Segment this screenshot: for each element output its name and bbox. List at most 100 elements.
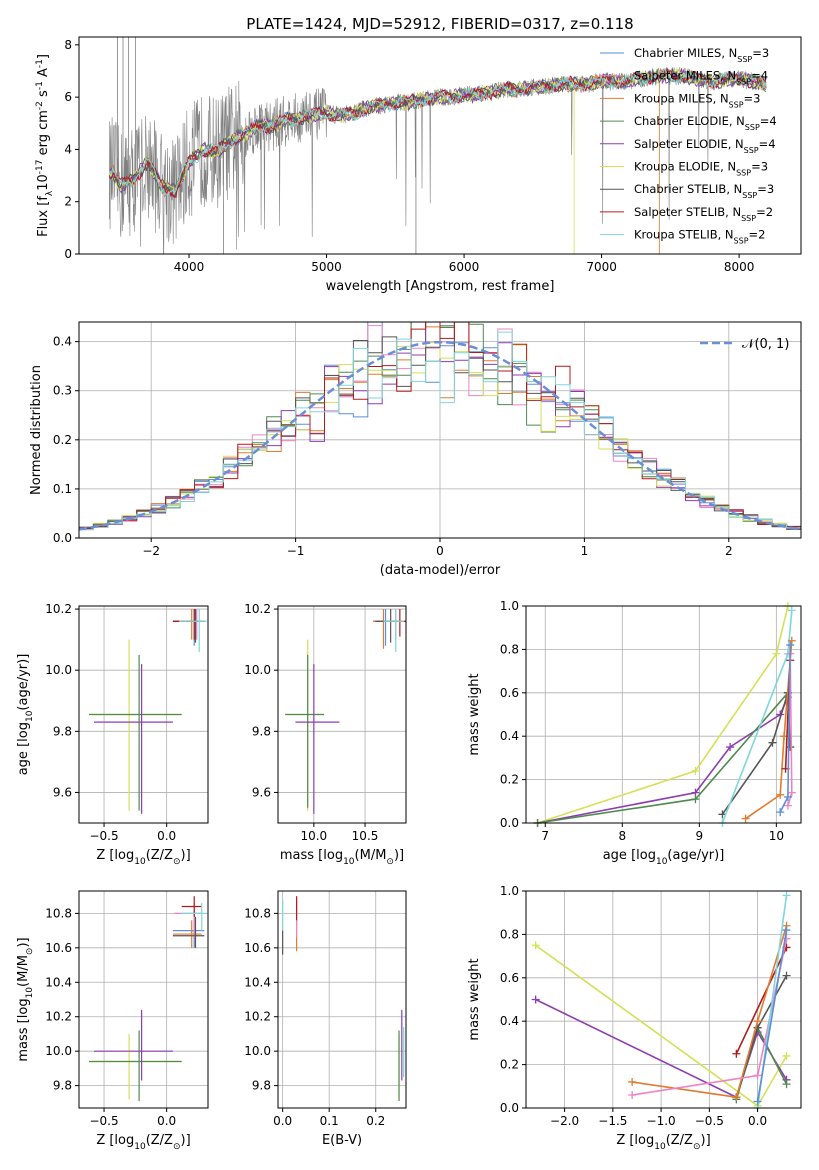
axes-frame <box>525 890 802 1109</box>
x-tick-label: 5000 <box>311 260 342 274</box>
x-tick-label: 0.0 <box>273 1114 292 1128</box>
axes-frame <box>277 605 407 824</box>
model-line-salpeter-stelib <box>108 66 767 199</box>
series-marker <box>753 1071 762 1080</box>
series-marker <box>691 766 700 775</box>
point-salpeter-miles <box>174 903 202 938</box>
series-marker <box>786 641 795 650</box>
y-tick-label: 0.4 <box>500 729 519 743</box>
point-kroupa-miles <box>172 920 202 948</box>
y-axis-label: age [log10(age/yr)] <box>16 654 35 776</box>
y-tick-label: 10.4 <box>244 975 271 989</box>
y-tick-label: 0.2 <box>500 1058 519 1072</box>
panel-mass-vs-EBV: 0.0 0.1 0.2 9.8 10.0 10.2 10.4 10.6 10.8 E(B-V) <box>244 890 407 1148</box>
y-tick-label: 10.6 <box>244 941 271 955</box>
series-marker <box>753 1017 762 1026</box>
point-salpeter-elodie <box>94 1009 173 1081</box>
legend-entry: Chabrier MILES, NSSP=3 <box>600 46 769 64</box>
x-tick-label: −2 <box>142 544 160 558</box>
y-tick-label: 1.0 <box>500 599 519 613</box>
panel-age-vs-Z: −0.5 0.0 9.6 9.8 10.0 10.2 Z [log10(Z/Z⊙)] age … <box>16 602 209 867</box>
series-marker <box>787 606 796 615</box>
series-kroupa-miles <box>741 636 796 823</box>
y-axis-label: mass [log10(M/M⊙)] <box>16 937 35 1061</box>
series-marker <box>732 1093 741 1102</box>
legend-entry: Salpeter ELODIE, NSSP=4 <box>600 137 776 154</box>
point-chabrier-elodie <box>89 654 182 811</box>
panel-spectrum: 4000 5000 6000 7000 8000 0 2 4 6 8 wavelength [Ang… <box>35 36 802 294</box>
y-tick-label: 9.8 <box>252 1079 271 1093</box>
axes-frame <box>78 890 209 1109</box>
y-tick-label: 0.0 <box>53 531 72 545</box>
x-tick-label: −0.5 <box>89 1114 118 1128</box>
series-marker <box>753 1097 762 1106</box>
x-tick-label: 0.0 <box>748 1114 767 1128</box>
point-kroupa-miles <box>373 609 391 649</box>
legend-entry: Kroupa MILES, NSSP=3 <box>600 91 760 109</box>
series-marker <box>772 649 781 658</box>
point-kroupa-elodie <box>89 1033 182 1100</box>
x-axis-label: (data-model)/error <box>380 563 501 578</box>
point-chabrier-miles <box>172 909 205 948</box>
x-axis-label: mass [log10(M/M⊙)] <box>280 848 404 867</box>
histogram-salpeter-stelib <box>79 322 801 529</box>
x-tick-label: 10.5 <box>352 829 379 843</box>
series-marker <box>782 1051 791 1060</box>
series-marker <box>741 814 750 823</box>
axes-frame <box>78 36 802 255</box>
series-marker <box>776 808 785 817</box>
x-tick-label: −1.0 <box>647 1114 676 1128</box>
legend-label: Salpeter STELIB, NSSP=2 <box>634 205 773 223</box>
y-tick-label: 8 <box>64 38 72 52</box>
panel-weight-vs-Z: −2.0 −1.5 −1.0 −0.5 0.0 0.0 0.2 0.4 0.6 0.8 1.0 Z [… <box>467 884 802 1152</box>
y-tick-label: 0.2 <box>500 773 519 787</box>
legend-label: Chabrier ELODIE, NSSP=4 <box>634 114 777 132</box>
point-chabrier-miles <box>373 609 398 646</box>
legend-entry: Kroupa ELODIE, NSSP=3 <box>600 160 768 177</box>
y-tick-label: 0.0 <box>500 1101 519 1115</box>
x-axis-label: wavelength [Angstrom, rest frame] <box>326 279 555 294</box>
series-kroupa-elodie <box>533 602 792 827</box>
x-axis-label: Z [log10(Z/Z⊙)] <box>96 848 190 867</box>
x-tick-label: 0.1 <box>320 1114 339 1128</box>
axes-frame <box>78 605 209 824</box>
y-tick-label: 0.8 <box>500 927 519 941</box>
x-tick-label: −1 <box>287 544 305 558</box>
panel-weight-vs-age: 7 8 9 10 0.0 0.2 0.4 0.6 0.8 1.0 age [log10(age/yr… <box>467 599 802 867</box>
x-tick-label: 8000 <box>724 260 755 274</box>
x-tick-label: 0.0 <box>157 829 176 843</box>
series-marker <box>782 934 791 943</box>
series-marker <box>782 1080 791 1089</box>
point-kroupa-elodie <box>285 639 325 811</box>
x-tick-label: 10 <box>769 829 784 843</box>
y-tick-label: 2 <box>64 195 72 209</box>
x-tick-label: 10.0 <box>300 829 327 843</box>
point-salpeter-elodie <box>94 664 173 814</box>
series-salpeter-elodie <box>533 693 792 827</box>
y-tick-label: 10.0 <box>45 663 72 677</box>
x-tick-label: 8 <box>618 829 626 843</box>
series-marker <box>782 971 791 980</box>
series-line <box>631 925 788 1099</box>
series-marker <box>776 790 785 799</box>
y-tick-label: 0.4 <box>500 1014 519 1028</box>
series-chabrier-miles <box>776 641 795 817</box>
y-tick-label: 10.0 <box>45 1044 72 1058</box>
x-tick-label: −2.0 <box>550 1114 579 1128</box>
y-tick-label: 0.8 <box>500 642 519 656</box>
x-tick-label: 7 <box>541 829 549 843</box>
x-tick-label: 7000 <box>586 260 617 274</box>
model-line-kroupa-elodie <box>108 67 767 195</box>
x-tick-label: 2 <box>725 544 733 558</box>
model-line-kroupa-stelib <box>109 68 767 197</box>
y-tick-label: 6 <box>64 90 72 104</box>
y-tick-label: 10.2 <box>45 1010 72 1024</box>
series-line <box>756 929 788 1102</box>
y-tick-label: 0.2 <box>53 433 72 447</box>
point-salpeter-miles <box>375 609 401 640</box>
x-axis-label: Z [log10(Z/Z⊙)] <box>616 1133 710 1152</box>
series-marker <box>783 801 792 810</box>
x-tick-label: 6000 <box>449 260 480 274</box>
series-kroupa-miles <box>628 921 791 1102</box>
